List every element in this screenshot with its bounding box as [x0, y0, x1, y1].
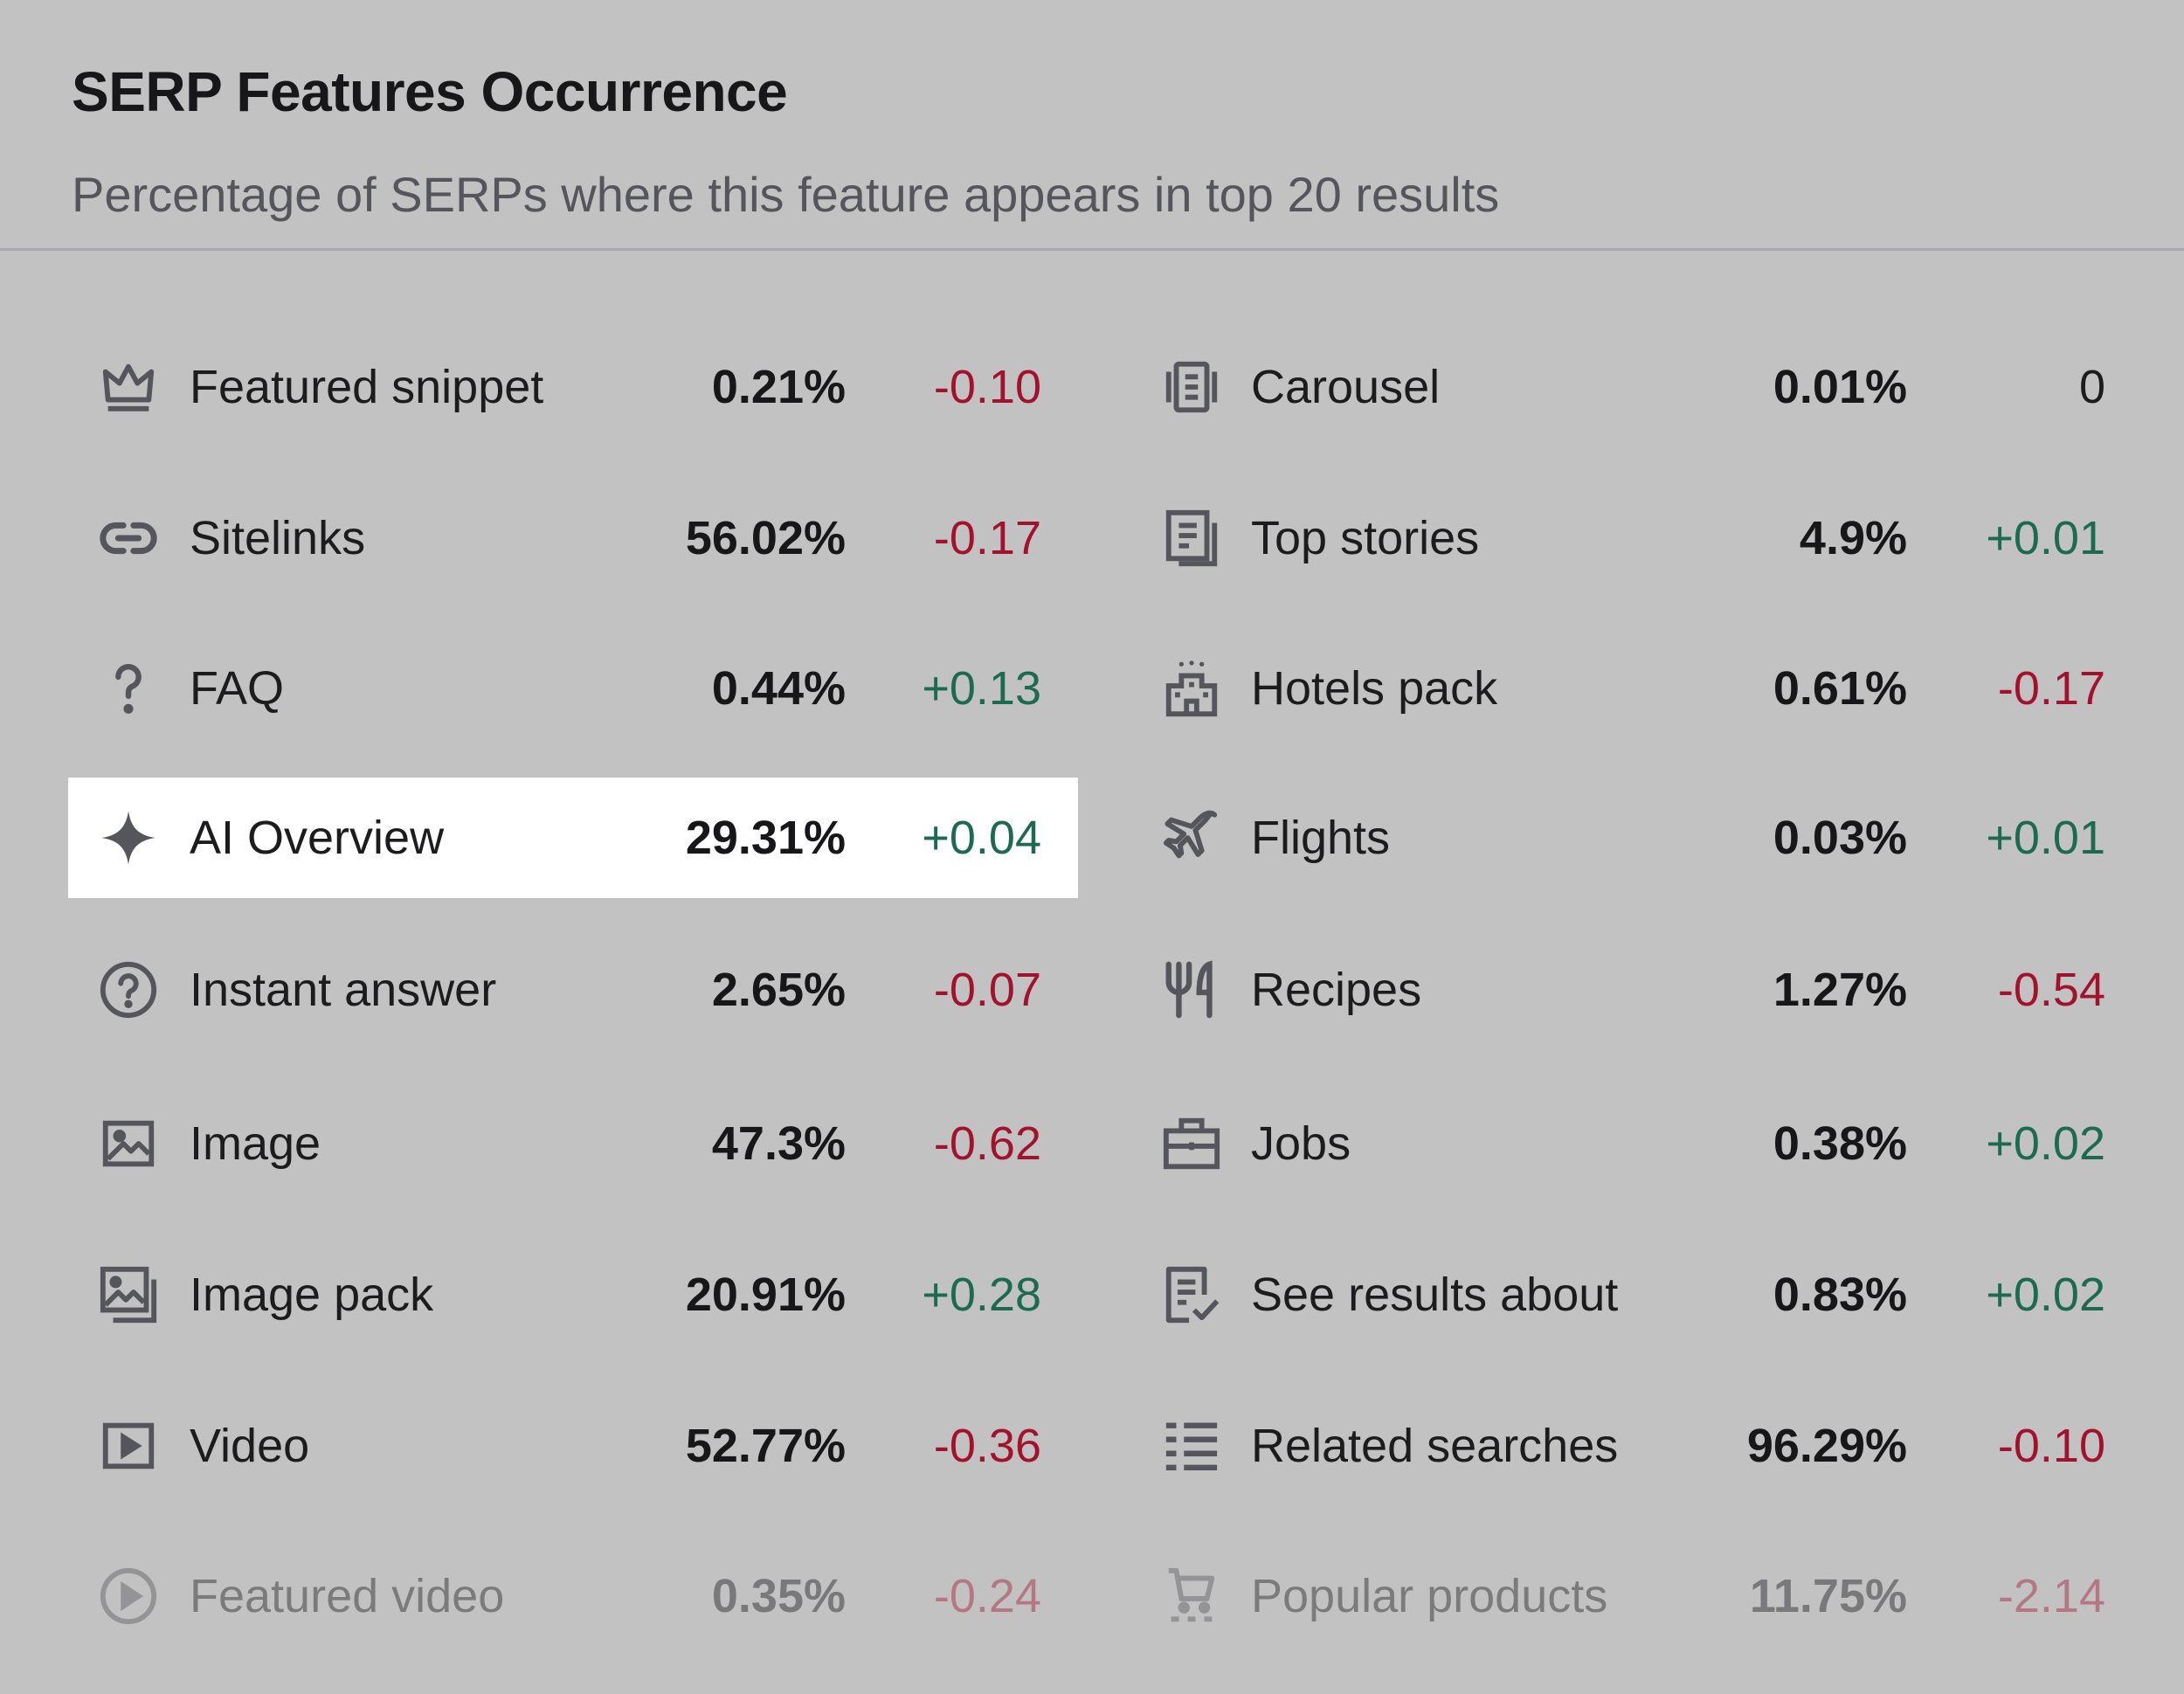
feature-change: -0.07 [933, 964, 1041, 1016]
feature-row-featured-snippet[interactable]: Featured snippet 0.21% -0.10 [68, 327, 1078, 447]
feature-percent: 56.02% [685, 512, 846, 564]
feature-row-flights[interactable]: Flights 0.03% +0.01 [1130, 778, 2134, 898]
hotel-icon [1161, 658, 1222, 719]
feature-percent: 0.38% [1773, 1117, 1907, 1170]
feature-label: Carousel [1251, 361, 1441, 413]
question-circle-icon [98, 959, 159, 1020]
feature-percent: 2.65% [711, 964, 846, 1016]
feature-row-sitelinks[interactable]: Sitelinks 56.02% -0.17 [68, 478, 1078, 598]
feature-change: -2.14 [1997, 1570, 2105, 1622]
feature-label: Featured snippet [190, 361, 544, 413]
feature-change: +0.01 [1986, 512, 2105, 564]
feature-change: +0.02 [1986, 1117, 2105, 1170]
feature-percent: 1.27% [1773, 964, 1907, 1016]
feature-label: Image [190, 1117, 321, 1170]
feature-label: Flights [1251, 812, 1391, 864]
feature-change: -0.17 [933, 512, 1041, 564]
feature-row-jobs[interactable]: Jobs 0.38% +0.02 [1130, 1083, 2134, 1204]
feature-row-ai-overview[interactable]: AI Overview 29.31% +0.04 [68, 778, 1078, 898]
feature-row-see-results-about[interactable]: See results about 0.83% +0.02 [1130, 1234, 2134, 1355]
feature-row-related-searches[interactable]: Related searches 96.29% -0.10 [1130, 1386, 2134, 1506]
fork-knife-icon [1161, 959, 1222, 1020]
feature-row-hotels-pack[interactable]: Hotels pack 0.61% -0.17 [1130, 628, 2134, 749]
feature-percent: 4.9% [1799, 512, 1907, 564]
feature-percent: 0.61% [1773, 662, 1907, 715]
feature-percent: 0.21% [711, 361, 846, 413]
image-icon [98, 1113, 159, 1174]
feature-row-popular-products[interactable]: Popular products 11.75% -2.14 [1130, 1536, 2134, 1656]
feature-change: +0.13 [922, 662, 1041, 715]
link-icon [98, 508, 159, 569]
feature-row-carousel[interactable]: Carousel 0.01% 0 [1130, 327, 2134, 447]
feature-change: +0.28 [922, 1269, 1041, 1321]
feature-row-recipes[interactable]: Recipes 1.27% -0.54 [1130, 930, 2134, 1050]
feature-change: -0.36 [933, 1420, 1041, 1472]
feature-row-instant-answer[interactable]: Instant answer 2.65% -0.07 [68, 930, 1078, 1050]
news-icon [1161, 508, 1222, 569]
feature-percent: 0.03% [1773, 812, 1907, 864]
image-pack-icon [98, 1264, 159, 1325]
widget-subtitle: Percentage of SERPs where this feature a… [72, 167, 1500, 222]
feature-row-video[interactable]: Video 52.77% -0.36 [68, 1386, 1078, 1506]
feature-percent: 29.31% [685, 812, 846, 864]
feature-label: AI Overview [190, 812, 445, 864]
feature-percent: 47.3% [711, 1117, 846, 1170]
carousel-icon [1161, 356, 1222, 418]
feature-change: +0.01 [1986, 812, 2105, 864]
plane-icon [1161, 807, 1222, 868]
feature-label: Jobs [1251, 1117, 1351, 1170]
widget-header: SERP Features Occurrence Percentage of S… [0, 0, 2184, 251]
feature-row-image-pack[interactable]: Image pack 20.91% +0.28 [68, 1234, 1078, 1355]
question-icon [98, 658, 159, 719]
document-check-icon [1161, 1264, 1222, 1325]
feature-percent: 0.83% [1773, 1269, 1907, 1321]
sparkle-icon [98, 807, 159, 868]
play-circle-icon [98, 1566, 159, 1627]
feature-label: Popular products [1251, 1570, 1608, 1622]
feature-label: Video [190, 1420, 310, 1472]
feature-change: +0.04 [922, 812, 1041, 864]
feature-percent: 20.91% [685, 1269, 846, 1321]
feature-change: -0.54 [1997, 964, 2105, 1016]
crown-icon [98, 356, 159, 418]
feature-label: Instant answer [190, 964, 497, 1016]
feature-percent: 52.77% [685, 1420, 846, 1472]
feature-change: -0.24 [933, 1570, 1041, 1622]
feature-percent: 0.35% [711, 1570, 846, 1622]
feature-label: Featured video [190, 1570, 505, 1622]
feature-label: Hotels pack [1251, 662, 1498, 715]
feature-row-image[interactable]: Image 47.3% -0.62 [68, 1083, 1078, 1204]
feature-change: 0 [2078, 361, 2105, 413]
feature-label: See results about [1251, 1269, 1619, 1321]
cart-icon [1161, 1566, 1222, 1627]
feature-label: Related searches [1251, 1420, 1619, 1472]
list-icon [1161, 1415, 1222, 1476]
feature-percent: 11.75% [1749, 1570, 1907, 1622]
feature-change: -0.62 [933, 1117, 1041, 1170]
briefcase-icon [1161, 1113, 1222, 1174]
widget-title: SERP Features Occurrence [72, 60, 788, 123]
feature-change: -0.10 [1997, 1420, 2105, 1472]
video-icon [98, 1415, 159, 1476]
feature-percent: 0.44% [711, 662, 846, 715]
feature-row-faq[interactable]: FAQ 0.44% +0.13 [68, 628, 1078, 749]
feature-label: Sitelinks [190, 512, 366, 564]
feature-percent: 0.01% [1773, 361, 1907, 413]
feature-row-featured-video[interactable]: Featured video 0.35% -0.24 [68, 1536, 1078, 1656]
feature-percent: 96.29% [1746, 1420, 1907, 1472]
feature-label: Recipes [1251, 964, 1422, 1016]
feature-label: Image pack [190, 1269, 434, 1321]
feature-row-top-stories[interactable]: Top stories 4.9% +0.01 [1130, 478, 2134, 598]
feature-label: Top stories [1251, 512, 1480, 564]
feature-change: -0.17 [1997, 662, 2105, 715]
feature-change: -0.10 [933, 361, 1041, 413]
feature-label: FAQ [190, 662, 285, 715]
feature-change: +0.02 [1986, 1269, 2105, 1321]
